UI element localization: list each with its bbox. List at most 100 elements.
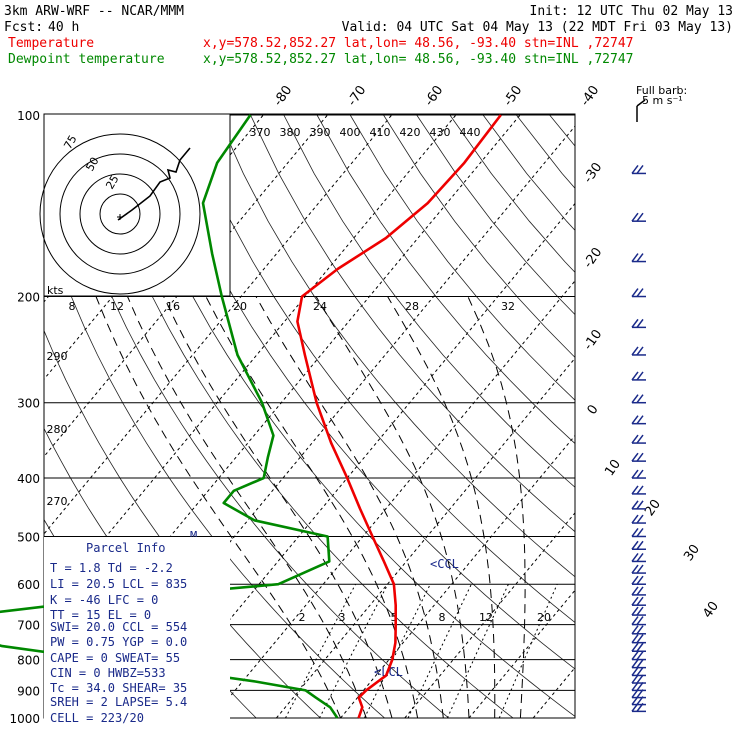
init-time: Init: 12 UTC Thu 02 May 13 <box>530 4 734 19</box>
wind-barb-flag <box>631 634 639 644</box>
valid-time: Valid: 04 UTC Sat 04 May 13 (22 MDT Fri … <box>342 20 733 35</box>
parcel-row-10: SREH = 2 LAPSE= 5.4 <box>50 695 187 709</box>
dry-adiabat <box>349 114 575 401</box>
wind-barb-flag <box>631 616 639 626</box>
isotherm-label: -30 <box>581 160 605 186</box>
dry-adiabat <box>583 115 740 718</box>
wind-barb-flag <box>636 469 644 479</box>
theta-left-label: 280 <box>47 423 68 436</box>
isotherm-line <box>597 115 740 718</box>
wind-barb-flag <box>636 634 644 644</box>
temp-location: x,y=578.52,852.27 lat,lon= 48.56, -93.40… <box>203 36 633 51</box>
dry-adiabat <box>549 114 575 147</box>
wind-barb-flag <box>631 253 639 263</box>
parcel-row-7: CAPE = 0 SWEAT= 55 <box>50 651 180 665</box>
hodograph-ring <box>59 153 181 275</box>
wind-barb-flag <box>631 212 639 222</box>
isotherm-line <box>662 115 740 718</box>
hodograph-speed-label: 8 <box>69 300 76 313</box>
pressure-tick-label: 700 <box>17 619 40 633</box>
mixing-ratio-label: 20 <box>537 611 551 624</box>
wind-barb-flag <box>636 552 644 562</box>
wind-barb-flag <box>636 666 644 676</box>
wind-barb-flag <box>636 415 644 425</box>
isotherm-line <box>147 202 575 718</box>
hodograph-ring <box>79 173 161 255</box>
theta-label: 420 <box>400 126 421 139</box>
wind-barb-flag <box>631 540 639 550</box>
parcel-row-1: T = 1.8 Td = -2.2 <box>50 561 173 575</box>
dry-adiabat <box>183 114 575 624</box>
dry-adiabat <box>84 114 514 718</box>
wind-barb-flag <box>631 415 639 425</box>
dry-adiabat <box>50 114 450 718</box>
theta-label: 370 <box>250 126 271 139</box>
dry-adiabat <box>616 115 740 718</box>
fcst-label: Fcst: <box>4 20 43 35</box>
hodograph-unit: kts <box>47 284 64 297</box>
hodograph-speed-label: 28 <box>405 300 419 313</box>
mixing-ratio-label: 12 <box>479 611 493 624</box>
mixing-ratio-label: 3 <box>339 611 346 624</box>
wind-barb-flag <box>636 164 644 174</box>
wind-barb-flag <box>636 253 644 263</box>
parcel-row-5: SWI= 20.0 CCL = 554 <box>50 620 187 634</box>
dry-adiabat <box>316 114 575 445</box>
hodograph-speed-label: 20 <box>233 300 247 313</box>
wind-barb-flag <box>631 528 639 537</box>
temperature-trace <box>296 114 502 719</box>
theta-left-label: 290 <box>47 350 68 363</box>
temp-legend-label: Temperature <box>8 36 94 51</box>
wind-barb-flag <box>636 212 644 222</box>
parcel-row-11: CELL = 223/20 <box>50 711 144 725</box>
isotherm-label: -50 <box>501 83 525 109</box>
hodograph-speed-label: 16 <box>166 300 180 313</box>
wind-barb-flag <box>636 394 644 404</box>
isotherm-line <box>276 357 575 718</box>
wind-barb-flag <box>631 514 639 524</box>
wind-barb-flag <box>631 666 639 676</box>
isotherm-label: -10 <box>581 327 605 353</box>
parcel-row-8: CIN = 0 HWBZ=533 <box>50 666 166 680</box>
wind-barb-flag <box>631 288 639 297</box>
wind-barb-flag <box>636 659 644 669</box>
mixing-ratio-line <box>285 583 357 718</box>
dry-adiabat <box>283 114 575 488</box>
wind-barb-flag <box>636 596 644 606</box>
wind-barb-flag <box>631 651 639 661</box>
isotherm-line <box>404 512 575 718</box>
wind-barb-flag <box>636 346 644 356</box>
hodograph-ring-label: 50 <box>83 155 101 174</box>
isotherm-label: 0 <box>585 402 602 417</box>
isotherm-label: -60 <box>422 83 446 109</box>
wind-barb-flag <box>636 642 644 652</box>
isotherm-label: 10 <box>602 457 624 479</box>
hodograph-trace <box>117 147 191 221</box>
parcel-row-9: Tc = 34.0 SHEAR= 35 <box>50 681 187 695</box>
theta-label: 410 <box>370 126 391 139</box>
hodograph-speed-label: 24 <box>313 300 327 313</box>
moist-adiabat <box>387 296 496 718</box>
hodograph-speed-label: 32 <box>501 300 515 313</box>
plot-frame <box>43 113 576 719</box>
hodograph-speed-label: 12 <box>110 300 124 313</box>
isotherm-line <box>83 125 575 718</box>
wind-barbs <box>631 99 646 713</box>
wind-barb-flag <box>631 164 639 174</box>
hodograph-ring-label: 25 <box>103 173 121 192</box>
wind-barb-flag <box>636 452 644 462</box>
isotherm-line <box>211 280 575 718</box>
dry-adiabat <box>383 114 575 358</box>
parcel-row-4: TT = 15 EL = 0 <box>50 608 151 622</box>
mixing-ratio-line <box>319 583 389 718</box>
fcst-value: 40 h <box>48 20 79 35</box>
wind-barb-flag <box>631 586 639 596</box>
theta-label: 380 <box>280 126 301 139</box>
isotherm-line <box>44 114 328 458</box>
wind-barb-flag <box>631 434 639 444</box>
m-marker: M <box>190 529 197 543</box>
moist-adiabat <box>205 296 419 718</box>
moist-adiabat <box>315 296 470 718</box>
wind-barb-flag <box>631 674 639 684</box>
isotherm-line <box>44 114 393 535</box>
